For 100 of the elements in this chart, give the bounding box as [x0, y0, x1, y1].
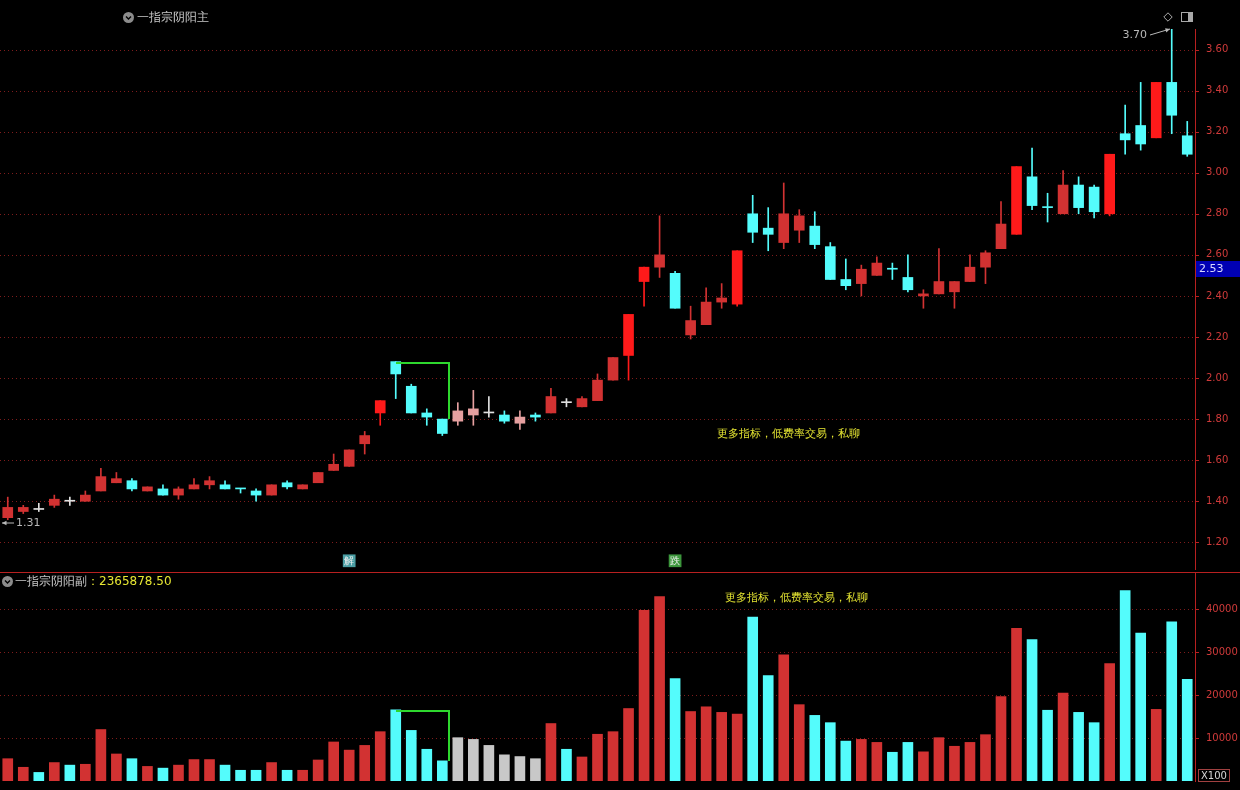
bar: [188, 759, 200, 781]
bar: [1135, 632, 1147, 781]
bar: [995, 696, 1007, 781]
bar: [359, 745, 371, 781]
bar: [933, 737, 945, 781]
bar: [887, 751, 898, 781]
bar: [48, 762, 60, 781]
bar: [902, 742, 914, 781]
y-tick-label: 3.40: [1206, 84, 1229, 96]
bar: [328, 741, 339, 781]
bar: [840, 740, 852, 781]
bar: [607, 731, 619, 781]
bar: [514, 756, 526, 781]
candlestick: [840, 258, 852, 291]
y-tick-label: 2.00: [1206, 371, 1229, 383]
chart-title: 一指宗阴阳副: [15, 574, 87, 588]
bar: [918, 751, 929, 781]
bar: [1073, 712, 1084, 781]
y-tick-label: 30000: [1206, 645, 1238, 657]
text: 2.53: [1199, 261, 1224, 275]
bar: [204, 759, 215, 781]
bar: [949, 745, 960, 781]
bar: [1042, 709, 1053, 781]
bar: [576, 756, 588, 781]
bar: [281, 769, 293, 781]
y-tick-label: 10000: [1206, 731, 1238, 743]
bar: [716, 712, 727, 781]
y-tick-label: 2.80: [1206, 207, 1229, 219]
y-tick-label: 1.20: [1206, 535, 1229, 547]
candlestick: [33, 502, 45, 512]
bar: [1119, 590, 1131, 781]
bar: [468, 739, 479, 781]
bar: [980, 734, 991, 781]
y-tick-label: 3.60: [1206, 43, 1229, 55]
annotation: 1.31: [16, 515, 41, 529]
annotation: 3.70: [1122, 27, 1147, 41]
bar: [669, 678, 681, 781]
bar: [530, 758, 541, 781]
bar: [157, 767, 169, 781]
y-tick-label: 2.60: [1206, 248, 1229, 260]
bar: [312, 759, 324, 781]
y-tick-label: 2.20: [1206, 330, 1229, 342]
bar: [95, 729, 107, 781]
bar: [592, 733, 603, 781]
bar: [173, 764, 184, 781]
bar: [654, 596, 665, 781]
candlestick: [762, 207, 774, 252]
annotation: 更多指标，低费率交易，私聊: [717, 427, 860, 441]
bar: [964, 742, 976, 781]
bar: [1104, 663, 1115, 781]
y-axis-title: X100: [1198, 769, 1230, 782]
bar: [483, 745, 495, 781]
bar: [1011, 627, 1022, 781]
bar: [499, 754, 510, 781]
bar: [1057, 692, 1069, 781]
candlestick: [1119, 104, 1131, 155]
bar: [793, 704, 805, 781]
annotation: 更多指标，低费率交易，私聊: [725, 590, 869, 604]
bar: [1181, 679, 1193, 781]
candlestick: [64, 496, 76, 506]
y-tick-label: 1.80: [1206, 412, 1229, 424]
chart-title: 一指宗阴阳主: [137, 10, 209, 24]
bar: [219, 764, 231, 781]
y-tick-label: 3.00: [1206, 166, 1229, 178]
bar: [235, 769, 246, 781]
bar: [80, 763, 91, 781]
bar: [747, 616, 759, 781]
chart-subtitle: ：2365878.50: [87, 574, 172, 588]
bar: [778, 654, 790, 781]
y-tick-label: 20000: [1206, 688, 1238, 700]
bar: [421, 748, 433, 781]
data-label: 解: [344, 554, 355, 566]
bar: [1150, 709, 1162, 781]
bar: [250, 769, 262, 781]
bar: [1166, 621, 1178, 781]
bar: [266, 762, 277, 781]
bar: [545, 723, 557, 781]
bar: [824, 722, 836, 781]
bar: [685, 711, 696, 781]
bar: [405, 730, 417, 781]
bar: [343, 749, 355, 781]
y-tick-label: 3.20: [1206, 125, 1229, 137]
y-tick-label: 1.40: [1206, 494, 1229, 506]
bar: [436, 760, 448, 781]
bar: [374, 731, 386, 781]
y-tick-label: 40000: [1206, 603, 1238, 615]
bar: [2, 758, 14, 781]
bar: [33, 772, 45, 781]
bar: [452, 737, 464, 781]
bar: [871, 742, 883, 781]
bar: [1088, 722, 1100, 781]
bar: [297, 769, 308, 781]
bar: [856, 739, 867, 781]
bar: [142, 766, 153, 781]
bar: [1026, 639, 1038, 781]
bar: [111, 753, 122, 781]
bar: [731, 713, 743, 781]
data-label: 跌: [670, 554, 681, 566]
bar: [809, 715, 821, 781]
bar: [638, 609, 650, 781]
